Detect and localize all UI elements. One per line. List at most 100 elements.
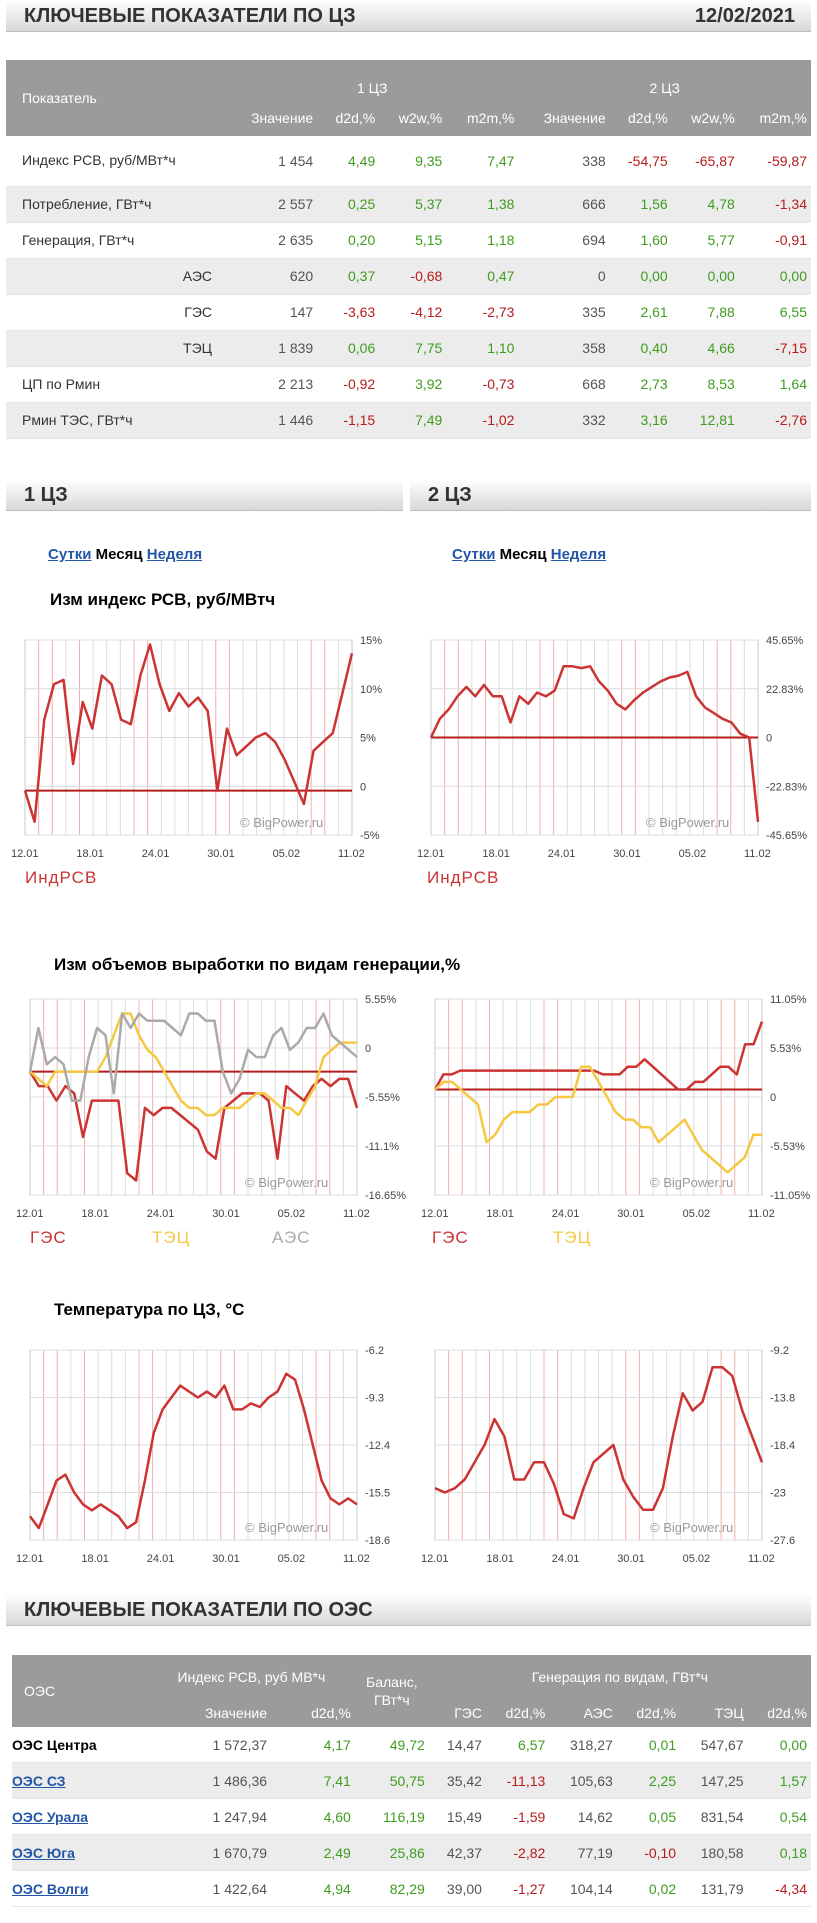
cell-value: 1,10 [446, 330, 519, 367]
cell-value: -1,02 [446, 402, 519, 439]
cell-value: 0,40 [609, 330, 672, 367]
cell-value: -0,91 [738, 222, 811, 259]
y-tick-label: -5% [360, 830, 380, 842]
table-row: ЦП по Рмин 2 213 -0,92 3,92 -0,73 668 2,73 8,53… [6, 366, 811, 403]
oes-row: ОЭС Юга 1 670,79 2,49 25,86 42,37 -2,82 77,19-… [12, 1834, 811, 1871]
cell-value: 2,73 [609, 366, 672, 403]
cell-value: 0 [518, 258, 610, 295]
row-label: Генерация, ГВт*ч [6, 222, 226, 259]
cell-value: -4,12 [379, 294, 447, 331]
period-link-week[interactable]: Неделя [146, 546, 203, 563]
oes-cell-value: 1 422,64 [148, 1870, 272, 1907]
cell-value: 0,25 [317, 186, 380, 223]
oes-cell-value: 2,25 [616, 1762, 681, 1799]
table-row: Генерация, ГВт*ч 2 635 0,20 5,15 1,18 694 1,60… [6, 222, 811, 259]
oes-section-header: КЛЮЧЕВЫЕ ПОКАЗАТЕЛИ ПО ОЭС [6, 1594, 811, 1626]
zone1-title: 1 ЦЗ [24, 484, 68, 506]
x-tick-label: 11.02 [343, 1208, 370, 1220]
oes-cell-value: 14,62 [549, 1798, 617, 1835]
temp-chart-zone1: -6.2 -9.3 -12.4 -15.5 -18.6 12.01 18.01 24.01 30… [16, 1345, 390, 1565]
period-link-week[interactable]: Неделя [550, 546, 607, 563]
oes-cell-value: 4,17 [271, 1727, 355, 1763]
x-tick-label: 05.02 [679, 848, 707, 860]
cell-value: 0,06 [317, 330, 380, 367]
cell-value: 1 839 [226, 330, 318, 367]
x-tick-label: 18.01 [76, 848, 104, 860]
oes-cell-value: 0,54 [747, 1798, 811, 1835]
oes-cell-value: 35,42 [428, 1762, 486, 1799]
oes-cell-value: -1,27 [485, 1870, 550, 1907]
zone2-header: 2 ЦЗ [518, 60, 811, 100]
zone2-section-header: 2 ЦЗ [410, 479, 811, 511]
x-tick-label: 11.02 [748, 1208, 775, 1220]
oes-cell-value: -1,59 [485, 1798, 550, 1835]
y-tick-label: -16.65% [365, 1190, 406, 1202]
oes-row: ОЭС Волги 1 422,64 4,94 82,29 39,00 -1,27 104,… [12, 1870, 811, 1907]
oes-gen-header: Генерация по видам, ГВт*ч [428, 1655, 811, 1699]
oes-cell-value: 105,63 [549, 1762, 617, 1799]
oes-col-header: Значение [148, 1699, 272, 1727]
y-tick-label: -9.2 [770, 1345, 789, 1357]
oes-cell-value: 131,79 [680, 1870, 748, 1907]
cell-value: -1,34 [738, 186, 811, 223]
series-line [28, 1012, 358, 1102]
x-tick-label: 12.01 [11, 848, 39, 860]
legend-ges-zone1: ГЭС [30, 1228, 67, 1247]
period-link-day[interactable]: Сутки [48, 546, 92, 563]
oes-cell-value: 1 247,94 [148, 1798, 272, 1835]
x-tick-label: 18.01 [486, 1208, 514, 1220]
watermark: © BigPower.ru [650, 1175, 733, 1190]
oes-link[interactable]: ОЭС СЗ [12, 1772, 66, 1789]
period-links-zone2: Сутки Месяц Неделя [452, 546, 606, 563]
oes-cell-value: 6,57 [485, 1727, 550, 1763]
oes-cell-value: 318,27 [549, 1727, 617, 1763]
oes-cell-value: -4,34 [747, 1870, 811, 1907]
watermark: © BigPower.ru [646, 815, 729, 830]
oes-cell-value: 0,01 [616, 1727, 681, 1763]
oes-row: ОЭС Центра 1 572,37 4,17 49,72 14,47 6,57 318,… [12, 1727, 811, 1763]
col-header: m2m,% [738, 100, 811, 136]
x-tick-label: 30.01 [617, 1208, 645, 1220]
cell-value: 0,00 [738, 258, 811, 295]
cell-value: -2,76 [738, 402, 811, 439]
y-tick-label: 5.55% [365, 994, 396, 1006]
oes-link[interactable]: ОЭС Волги [12, 1880, 89, 1897]
oes-col-header: ТЭЦ [680, 1699, 748, 1727]
oes-link[interactable]: ОЭС Урала [12, 1808, 89, 1825]
cell-value: 4,49 [317, 136, 380, 187]
legend-indrsv-zone1: ИндРСВ [25, 868, 98, 887]
cell-value: 332 [518, 402, 610, 439]
x-tick-label: 12.01 [16, 1208, 44, 1220]
y-tick-label: -13.8 [770, 1393, 795, 1405]
cell-value: 0,20 [317, 222, 380, 259]
zone2-title: 2 ЦЗ [428, 484, 472, 506]
y-tick-label: 0 [770, 1092, 776, 1104]
x-tick-label: 18.01 [482, 848, 510, 860]
page-header: КЛЮЧЕВЫЕ ПОКАЗАТЕЛИ ПО ЦЗ 12/02/2021 [6, 0, 811, 32]
cell-value: 1 454 [226, 136, 318, 187]
cell-value: 3,16 [609, 402, 672, 439]
oes-link[interactable]: ОЭС Юга [12, 1844, 75, 1861]
x-tick-label: 24.01 [552, 1208, 580, 1220]
oes-cell-value: 1 486,36 [148, 1762, 272, 1799]
oes-cell-value: 25,86 [354, 1834, 429, 1871]
indicator-header: Показатель [6, 60, 226, 136]
oes-col-header: d2d,% [485, 1699, 550, 1727]
watermark: © BigPower.ru [245, 1520, 328, 1535]
cell-value: 4,78 [671, 186, 739, 223]
series-line [28, 1070, 359, 1182]
oes-cell-value: 2,49 [271, 1834, 355, 1871]
oes-cell-value: 14,47 [428, 1727, 486, 1763]
x-tick-label: 30.01 [207, 848, 235, 860]
oes-name-cell: ОЭС Урала [12, 1798, 148, 1835]
oes-rsv-header: Индекс РСВ, руб МВ*ч [148, 1655, 355, 1699]
y-tick-label: -11.1% [365, 1141, 399, 1153]
period-link-day[interactable]: Сутки [452, 546, 496, 563]
x-tick-label: 12.01 [421, 1553, 449, 1565]
col-header: w2w,% [671, 100, 739, 136]
cell-value: 0,37 [317, 258, 380, 295]
cell-value: 7,47 [446, 136, 519, 187]
oes-label: ОЭС Центра [12, 1736, 97, 1753]
y-tick-label: 0 [365, 1043, 371, 1055]
oes-cell-value: 1,57 [747, 1762, 811, 1799]
